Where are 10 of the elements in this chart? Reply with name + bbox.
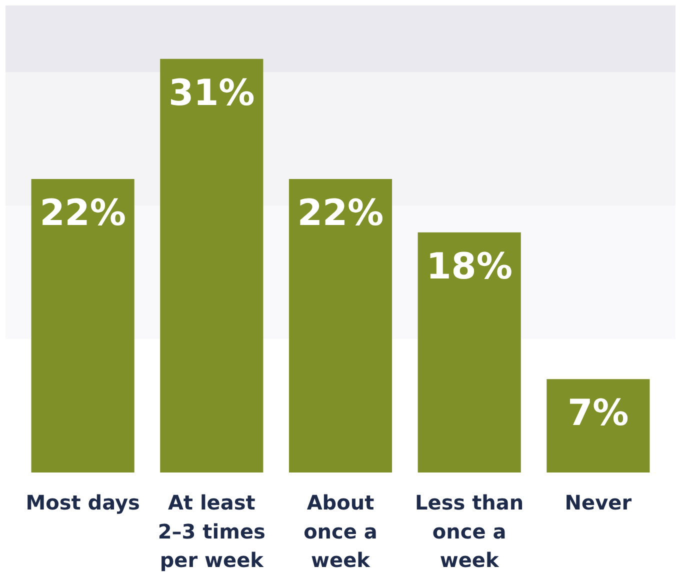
x-tick-label: Never [564,490,632,514]
data-label: 7% [568,393,629,434]
x-tick-label: Most days [26,490,140,514]
data-label: 18% [426,246,512,288]
x-tick-label: At least 2–3 times per week [158,490,266,572]
data-label: 22% [297,192,384,234]
data-label: 31% [168,72,255,114]
x-tick-label: About once a week [304,490,378,572]
data-label: 22% [40,192,126,234]
x-tick-label: Less than once a week [415,490,524,572]
